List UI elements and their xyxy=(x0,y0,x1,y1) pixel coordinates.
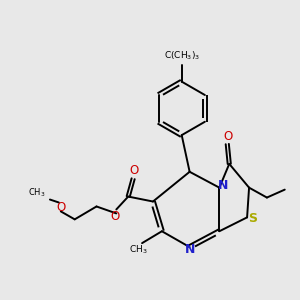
Text: O: O xyxy=(111,210,120,223)
Text: C(CH$_3$)$_3$: C(CH$_3$)$_3$ xyxy=(164,50,200,62)
Text: S: S xyxy=(248,212,257,225)
Text: O: O xyxy=(224,130,233,142)
Text: N: N xyxy=(218,179,229,192)
Text: O: O xyxy=(130,164,139,177)
Text: N: N xyxy=(184,243,195,256)
Text: O: O xyxy=(56,201,65,214)
Text: CH$_3$: CH$_3$ xyxy=(129,244,147,256)
Text: CH$_3$: CH$_3$ xyxy=(28,186,46,199)
